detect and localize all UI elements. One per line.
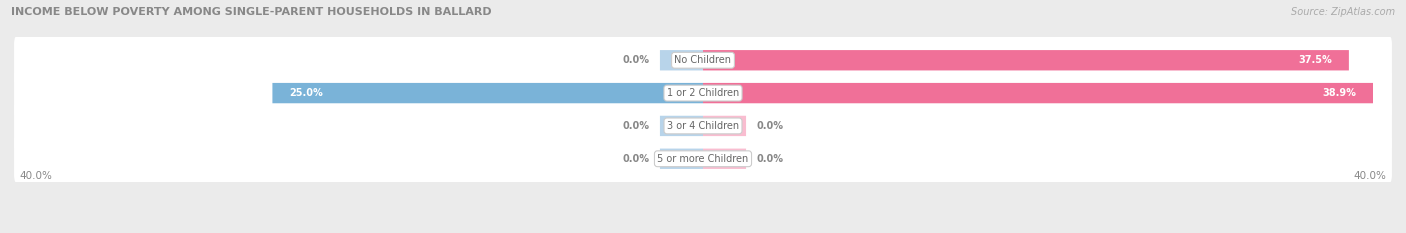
Text: 0.0%: 0.0% xyxy=(623,121,650,131)
Text: 38.9%: 38.9% xyxy=(1322,88,1355,98)
FancyBboxPatch shape xyxy=(14,133,1392,185)
Text: INCOME BELOW POVERTY AMONG SINGLE-PARENT HOUSEHOLDS IN BALLARD: INCOME BELOW POVERTY AMONG SINGLE-PARENT… xyxy=(11,7,492,17)
FancyBboxPatch shape xyxy=(659,149,703,169)
Text: 40.0%: 40.0% xyxy=(20,171,52,181)
FancyBboxPatch shape xyxy=(703,116,747,136)
FancyBboxPatch shape xyxy=(659,116,703,136)
Text: Source: ZipAtlas.com: Source: ZipAtlas.com xyxy=(1291,7,1395,17)
FancyBboxPatch shape xyxy=(273,83,703,103)
Text: 3 or 4 Children: 3 or 4 Children xyxy=(666,121,740,131)
FancyBboxPatch shape xyxy=(703,50,1348,70)
FancyBboxPatch shape xyxy=(659,50,703,70)
Text: 1 or 2 Children: 1 or 2 Children xyxy=(666,88,740,98)
Text: 0.0%: 0.0% xyxy=(623,55,650,65)
FancyBboxPatch shape xyxy=(703,149,747,169)
Text: 25.0%: 25.0% xyxy=(290,88,323,98)
FancyBboxPatch shape xyxy=(703,83,1374,103)
FancyBboxPatch shape xyxy=(14,100,1392,152)
FancyBboxPatch shape xyxy=(14,34,1392,86)
Text: No Children: No Children xyxy=(675,55,731,65)
Text: 0.0%: 0.0% xyxy=(756,154,783,164)
Text: 0.0%: 0.0% xyxy=(623,154,650,164)
Text: 37.5%: 37.5% xyxy=(1298,55,1331,65)
Text: 5 or more Children: 5 or more Children xyxy=(658,154,748,164)
Text: 0.0%: 0.0% xyxy=(756,121,783,131)
Text: 40.0%: 40.0% xyxy=(1354,171,1386,181)
FancyBboxPatch shape xyxy=(14,67,1392,119)
